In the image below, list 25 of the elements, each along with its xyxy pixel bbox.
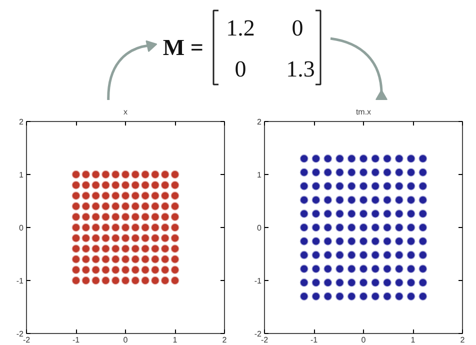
text: 0 [292,16,304,40]
text: 1.2 [226,16,255,40]
y-tick-label: 1 [19,170,24,180]
y-tick-label: -2 [16,330,24,338]
x-tick-label: -1 [310,336,318,344]
x-tick-label: 0 [361,336,366,344]
x-tick-label: 0 [123,336,128,344]
x-tick-label: -1 [72,336,80,344]
y-tick-label: 0 [19,224,24,232]
chart-title: tm.x [356,108,372,116]
x-tick-label: 2 [222,336,228,344]
y-tick-label: 2 [257,118,262,126]
x-tick-label: 1 [410,336,416,344]
text: 0 [234,56,246,82]
x-tick-label: 1 [172,336,178,344]
y-tick-label: 0 [257,224,262,232]
y-tick-label: -2 [254,330,262,338]
y-tick-label: -1 [254,276,262,286]
y-tick-label: 1 [257,170,262,180]
text: M = [162,35,204,60]
text: 1.3 [286,56,315,82]
x-tick-label: 2 [460,336,466,344]
y-tick-label: -1 [16,276,24,286]
y-tick-label: 2 [19,118,24,126]
chart-title: x [124,108,128,116]
